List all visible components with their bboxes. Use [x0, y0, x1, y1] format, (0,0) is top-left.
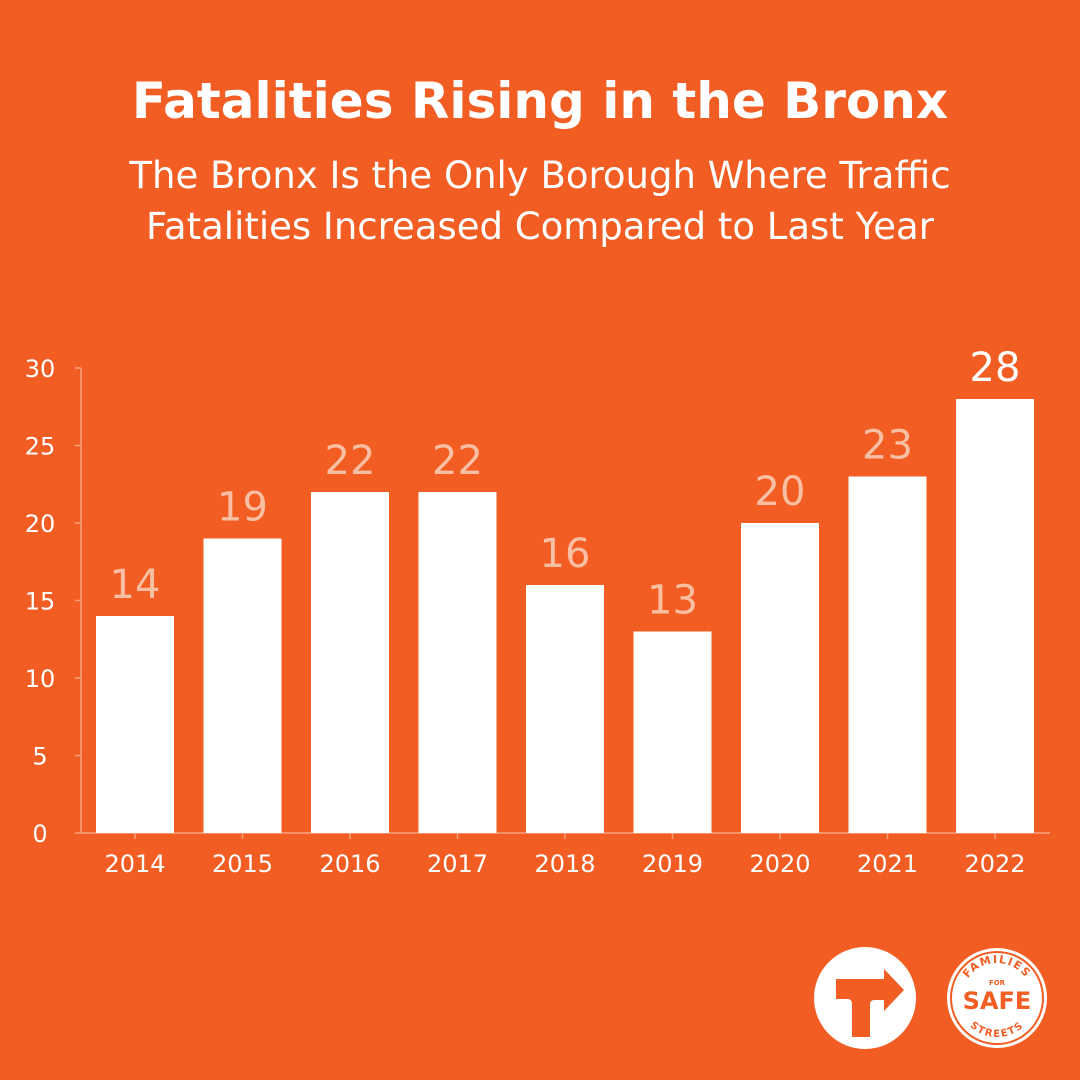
- transportation-alternatives-arrow-icon: [812, 945, 918, 1051]
- y-tick-label: 5: [32, 743, 47, 771]
- value-label-2021: 23: [862, 423, 913, 469]
- y-tick-label: 15: [25, 588, 56, 616]
- value-label-2015: 19: [217, 485, 268, 531]
- value-label-2022: 28: [970, 345, 1021, 391]
- chart-title: Fatalities Rising in the Bronx: [131, 72, 949, 130]
- y-tick-label: 10: [25, 665, 56, 693]
- value-label-2017: 22: [432, 438, 483, 484]
- y-tick-label: 0: [32, 820, 47, 848]
- subtitle-line-2: Fatalities Increased Compared to Last Ye…: [146, 205, 934, 248]
- families-for-safe-streets-badge: FAMILIES FOR SAFE STREETS: [944, 945, 1050, 1051]
- y-tick-label: 25: [25, 433, 56, 461]
- bar-2018: [526, 585, 604, 833]
- x-tick-label-2018: 2018: [534, 850, 595, 878]
- x-tick-label-2016: 2016: [319, 850, 380, 878]
- value-label-2018: 16: [540, 531, 591, 577]
- bar-2020: [741, 523, 819, 833]
- y-tick-label: 20: [25, 510, 56, 538]
- bar-2019: [633, 631, 712, 833]
- y-tick-label: 30: [25, 355, 56, 383]
- value-label-2014: 14: [110, 562, 161, 608]
- value-label-2016: 22: [325, 438, 376, 484]
- x-tick-label-2022: 2022: [964, 850, 1025, 878]
- x-tick-label-2015: 2015: [212, 850, 273, 878]
- subtitle-line-1: The Bronx Is the Only Borough Where Traf…: [129, 154, 951, 197]
- bar-2016: [311, 492, 389, 833]
- x-tick-label-2014: 2014: [104, 850, 165, 878]
- chart-subtitle: The Bronx Is the Only Borough Where Traf…: [0, 150, 1080, 252]
- x-tick-label-2017: 2017: [427, 850, 488, 878]
- x-tick-label-2021: 2021: [857, 850, 918, 878]
- value-label-2019: 13: [647, 578, 698, 624]
- value-label-2020: 20: [755, 469, 806, 515]
- bar-2017: [418, 492, 497, 833]
- x-tick-label-2019: 2019: [642, 850, 703, 878]
- fss-for-text: FOR: [989, 979, 1006, 987]
- fss-main-text: SAFE: [963, 987, 1032, 1015]
- bar-2015: [203, 538, 282, 833]
- x-tick-label-2020: 2020: [749, 850, 810, 878]
- bar-2022: [956, 399, 1034, 833]
- bar-2021: [848, 476, 927, 833]
- bar-2014: [96, 616, 174, 833]
